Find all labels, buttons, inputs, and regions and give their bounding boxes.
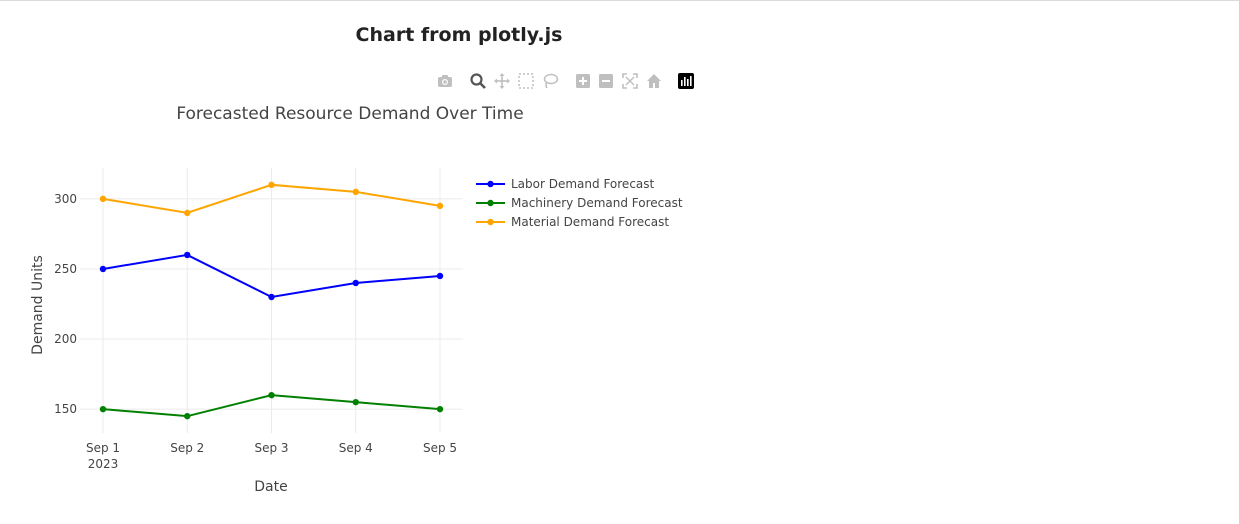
- data-point[interactable]: [436, 272, 444, 280]
- data-point[interactable]: [352, 188, 359, 196]
- top-border: [0, 0, 1239, 1]
- x-tick-label: Sep 1: [86, 441, 120, 455]
- lasso-select-icon[interactable]: [541, 72, 559, 90]
- data-point[interactable]: [99, 265, 107, 273]
- legend-item-label[interactable]: Machinery Demand Forecast: [511, 196, 683, 210]
- data-point[interactable]: [352, 398, 359, 406]
- data-point[interactable]: [268, 181, 275, 189]
- x-axis-ticks: Sep 1 2023 Sep 2 Sep 3 Sep 4 Sep 5: [86, 441, 457, 471]
- data-point[interactable]: [184, 209, 191, 217]
- x-axis-label: Date: [254, 479, 287, 495]
- y-tick-label: 150: [54, 402, 77, 416]
- y-axis-label: Demand Units: [30, 255, 46, 355]
- legend-marker: [487, 218, 494, 226]
- legend-marker: [487, 180, 494, 188]
- camera-icon[interactable]: [436, 72, 454, 90]
- zoom-out-icon[interactable]: [597, 72, 615, 90]
- y-tick-label: 200: [54, 332, 77, 346]
- data-point[interactable]: [184, 412, 191, 420]
- data-point[interactable]: [436, 202, 444, 210]
- legend-item-label[interactable]: Material Demand Forecast: [511, 215, 669, 229]
- x-tick-label: Sep 5: [423, 441, 457, 455]
- zoom-icon[interactable]: [469, 72, 487, 90]
- x-tick-label: Sep 3: [254, 441, 288, 455]
- box-select-icon[interactable]: [517, 72, 535, 90]
- data-point[interactable]: [99, 195, 107, 203]
- legend-marker: [487, 199, 494, 207]
- zoom-in-icon[interactable]: [574, 72, 592, 90]
- data-point[interactable]: [184, 251, 191, 259]
- grid: [80, 168, 463, 433]
- chart-title: Forecasted Resource Demand Over Time: [176, 104, 523, 124]
- pan-icon[interactable]: [493, 72, 511, 90]
- data-point[interactable]: [268, 391, 275, 399]
- data-point[interactable]: [99, 405, 107, 413]
- y-tick-label: 300: [54, 192, 77, 206]
- x-tick-year-label: 2023: [88, 457, 119, 471]
- data-point[interactable]: [352, 279, 359, 287]
- y-tick-label: 250: [54, 262, 77, 276]
- x-tick-label: Sep 4: [339, 441, 373, 455]
- y-axis-ticks: 150 200 250 300: [54, 192, 77, 416]
- page-title: Chart from plotly.js: [355, 24, 563, 46]
- legend[interactable]: Labor Demand Forecast Machinery Demand Fo…: [476, 177, 683, 229]
- data-point[interactable]: [268, 293, 275, 301]
- plotly-logo-icon[interactable]: [677, 72, 695, 90]
- legend-item-label[interactable]: Labor Demand Forecast: [511, 177, 655, 191]
- reset-axes-icon[interactable]: [645, 72, 663, 90]
- data-point[interactable]: [436, 405, 444, 413]
- series-lines: [99, 181, 444, 420]
- autoscale-icon[interactable]: [621, 72, 639, 90]
- x-tick-label: Sep 2: [170, 441, 204, 455]
